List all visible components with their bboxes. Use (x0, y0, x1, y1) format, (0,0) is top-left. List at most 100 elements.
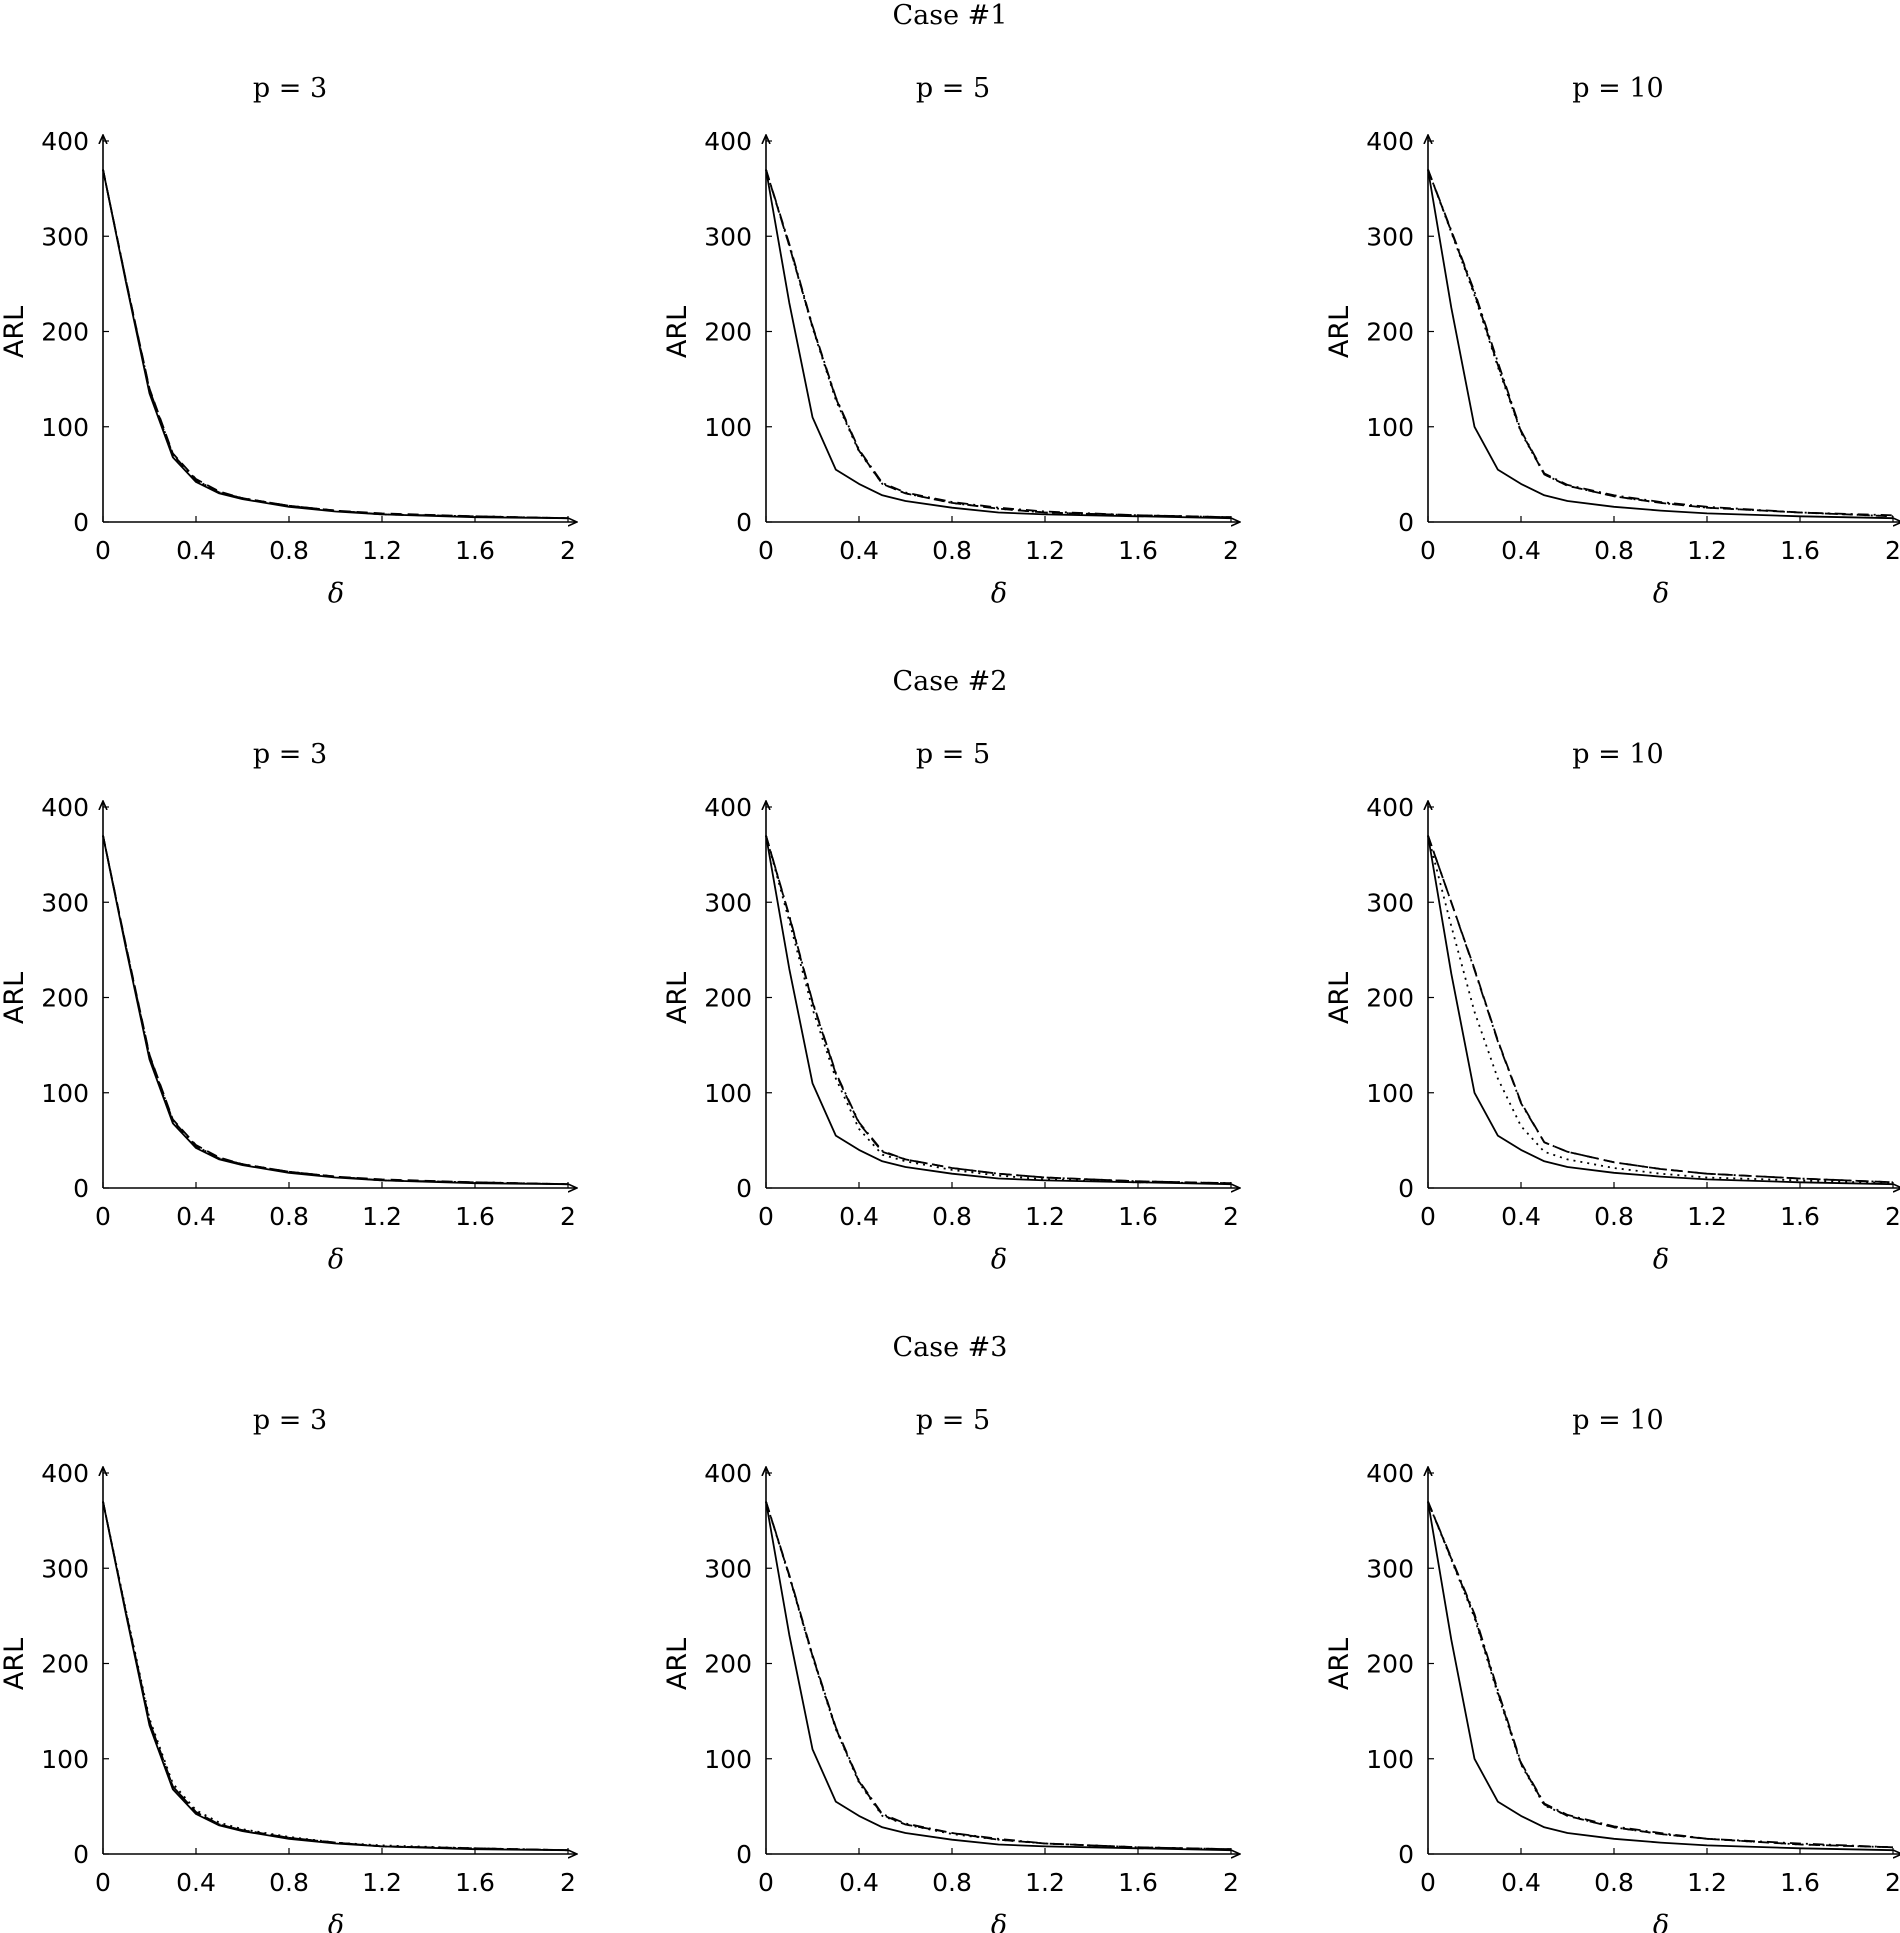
panel-case3-col2: p = 5 0 0.4 0.8 1.2 1.6 2 0 100 200 300 400 δ ARL (662, 1405, 1239, 1933)
x-tick-label: 0 (758, 1202, 774, 1231)
x-tick-label: 0.4 (1501, 1202, 1541, 1231)
series-solid (1427, 1501, 1894, 1852)
y-tick-label: 100 (704, 1079, 752, 1108)
x-tick-label: 2 (560, 1868, 576, 1897)
y-tick-label: 0 (736, 1840, 752, 1869)
series-dashed (765, 1501, 1232, 1851)
y-tick-label: 300 (1366, 888, 1414, 917)
x-tick-label: 0.4 (176, 536, 216, 565)
series-dashed (102, 1501, 569, 1852)
y-tick-label: 200 (1366, 1650, 1414, 1679)
x-axis-label: δ (991, 1244, 1007, 1275)
y-axis-label: ARL (1324, 972, 1355, 1024)
series-solid (1427, 169, 1894, 520)
y-axis-label: ARL (0, 306, 30, 358)
y-tick-label: 100 (41, 1079, 89, 1108)
series-dashdot (765, 169, 1232, 519)
x-tick-label: 2 (1885, 1202, 1900, 1231)
y-tick-label: 300 (41, 888, 89, 917)
x-tick-label: 0 (1420, 1868, 1436, 1897)
x-tick-label: 0 (1420, 1202, 1436, 1231)
series-dotted (1427, 835, 1894, 1185)
panel-title: p = 10 (1572, 1405, 1663, 1436)
x-tick-label: 0.4 (839, 1868, 879, 1897)
series-solid (102, 835, 569, 1186)
series-dotted (765, 835, 1232, 1185)
x-tick-label: 1.6 (1780, 1868, 1820, 1897)
series-dashdot (1427, 835, 1894, 1184)
y-tick-label: 100 (704, 1745, 752, 1774)
x-tick-label: 2 (560, 536, 576, 565)
x-tick-label: 0.4 (176, 1868, 216, 1897)
panel-case3-col3: p = 10 0 0.4 0.8 1.2 1.6 2 0 100 200 300 400 δ ARL (1324, 1405, 1900, 1933)
series-solid (102, 1501, 569, 1852)
case-1: Case #1p = 30 0.4 0.8 1.2 1.6 20100200300400δ… (0, 0, 1900, 609)
panel-case1-col1: p = 3 0 0.4 0.8 1.2 1.6 2 0 100 200 300 400 δ ARL (0, 73, 576, 609)
series-dotted (765, 1501, 1232, 1851)
x-tick-label: 1.2 (1025, 536, 1065, 565)
series-dotted (102, 169, 569, 520)
y-tick-label: 0 (736, 1174, 752, 1203)
series-dashdot (102, 1501, 569, 1852)
x-tick-label: 2 (1885, 536, 1900, 565)
x-tick-label: 0 (95, 1868, 111, 1897)
x-axis-label: δ (1653, 1244, 1669, 1275)
x-tick-label: 1.2 (1687, 536, 1727, 565)
x-tick-label: 1.2 (1687, 1202, 1727, 1231)
series-dotted (1427, 1501, 1894, 1849)
y-tick-label: 400 (1366, 1459, 1414, 1488)
case-2: Case #2p = 30 0.4 0.8 1.2 1.6 20100200300400δ… (0, 666, 1900, 1275)
y-tick-label: 200 (1366, 318, 1414, 347)
x-tick-label: 1.2 (362, 536, 402, 565)
panel-title: p = 10 (1572, 739, 1663, 770)
y-tick-label: 0 (73, 1840, 89, 1869)
x-axis-label: δ (991, 1910, 1007, 1933)
y-tick-label: 300 (704, 1554, 752, 1583)
y-tick-label: 100 (41, 1745, 89, 1774)
x-tick-label: 1.6 (1118, 536, 1158, 565)
x-tick-label: 0.8 (269, 1868, 309, 1897)
y-tick-label: 0 (73, 508, 89, 537)
x-tick-label: 1.2 (362, 1202, 402, 1231)
x-tick-label: 1.2 (1025, 1202, 1065, 1231)
x-tick-label: 1.2 (1025, 1868, 1065, 1897)
x-tick-label: 0.4 (839, 536, 879, 565)
series-solid (765, 169, 1232, 520)
x-tick-label: 2 (1223, 536, 1239, 565)
panel-case1-col3: p = 10 0 0.4 0.8 1.2 1.6 2 0 100 200 300 400 δ ARL (1324, 73, 1900, 609)
x-tick-label: 2 (1223, 1868, 1239, 1897)
y-axis-label: ARL (662, 306, 693, 358)
x-tick-label: 0 (95, 1202, 111, 1231)
y-tick-label: 100 (1366, 1079, 1414, 1108)
y-tick-label: 200 (1366, 984, 1414, 1013)
panel-case2-col2: p = 5 0 0.4 0.8 1.2 1.6 2 0 100 200 300 400 δ ARL (662, 739, 1239, 1275)
x-tick-label: 0.4 (839, 1202, 879, 1231)
x-tick-label: 0.8 (1594, 536, 1634, 565)
x-tick-label: 0 (758, 1868, 774, 1897)
series-dashed (102, 169, 569, 520)
y-tick-label: 200 (41, 984, 89, 1013)
panel-title: p = 10 (1572, 73, 1663, 104)
y-axis-label: ARL (662, 1638, 693, 1690)
x-tick-label: 1.6 (1118, 1868, 1158, 1897)
series-dashdot (1427, 169, 1894, 517)
series-dashed (1427, 1501, 1894, 1849)
case-title: Case #1 (893, 0, 1008, 31)
y-tick-label: 300 (41, 222, 89, 251)
x-tick-label: 0.8 (932, 1202, 972, 1231)
x-tick-label: 1.2 (362, 1868, 402, 1897)
series-solid (765, 1501, 1232, 1852)
x-tick-label: 1.6 (455, 1202, 495, 1231)
x-tick-label: 2 (1885, 1868, 1900, 1897)
y-tick-label: 400 (41, 793, 89, 822)
y-tick-label: 200 (41, 318, 89, 347)
x-tick-label: 0.4 (1501, 536, 1541, 565)
series-dashdot (765, 835, 1232, 1185)
x-tick-label: 0.8 (1594, 1202, 1634, 1231)
x-tick-label: 0 (95, 536, 111, 565)
y-tick-label: 400 (41, 1459, 89, 1488)
x-tick-label: 0.4 (1501, 1868, 1541, 1897)
y-tick-label: 0 (1398, 508, 1414, 537)
x-tick-label: 1.2 (1687, 1868, 1727, 1897)
